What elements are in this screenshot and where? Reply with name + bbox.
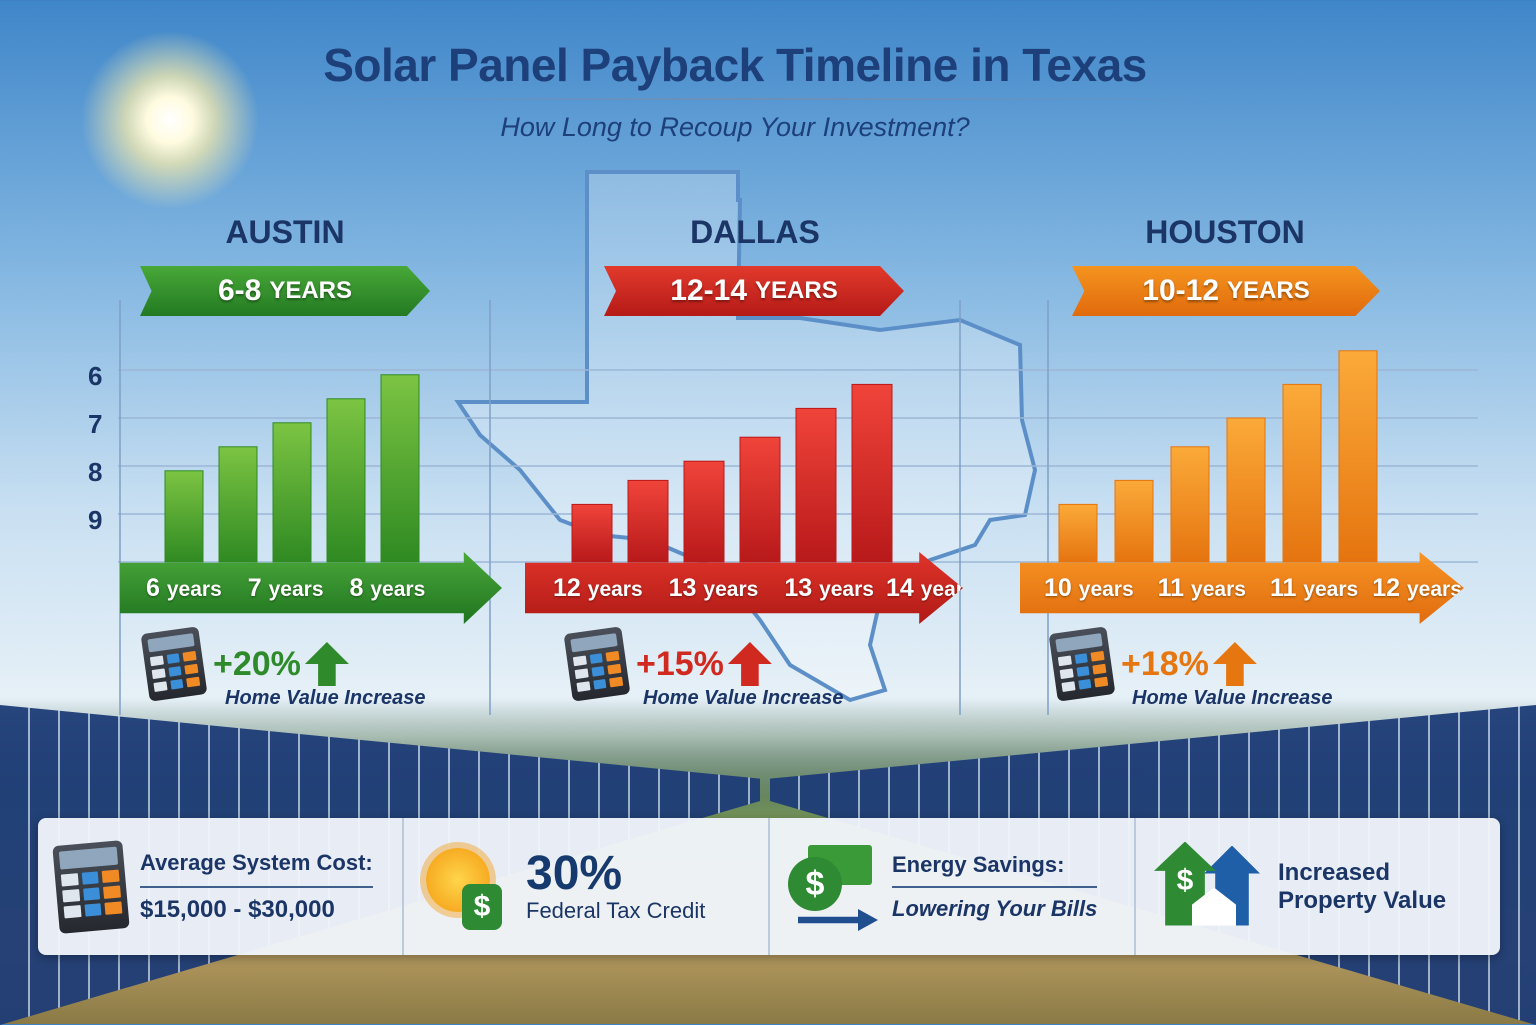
- calculator-icon: [1048, 626, 1116, 702]
- bar-dallas-4: [739, 436, 781, 563]
- x-axis-arrow-dallas: 12 years 13 years 13 years 14 years: [525, 552, 963, 624]
- up-arrow-icon: [1212, 642, 1257, 686]
- y-tick: 7: [88, 409, 103, 439]
- payback-ribbon-dallas: 12-14 YEARS: [604, 266, 904, 316]
- info-system-cost: Average System Cost: $15,000 - $30,000: [38, 818, 404, 955]
- x-label: 6 years: [146, 573, 222, 602]
- x-label: 10 years: [1044, 573, 1134, 602]
- info-tax-credit: $ 30% Federal Tax Credit: [404, 818, 770, 955]
- home-value-percent: +15%: [636, 644, 724, 683]
- x-label: 7 years: [247, 573, 324, 602]
- bar-dallas-3: [683, 460, 725, 563]
- up-arrow-icon: [304, 642, 349, 686]
- bar-austin-3: [272, 422, 312, 563]
- calculator-icon: [563, 626, 631, 702]
- range-unit: YEARS: [755, 277, 838, 304]
- x-label: 12 years: [1372, 573, 1462, 602]
- bar-austin-1: [164, 470, 204, 563]
- bar-austin-5: [380, 374, 420, 563]
- home-value-houston: +18%: [1048, 626, 1257, 702]
- property-line-1: Increased: [1278, 858, 1391, 886]
- home-value-austin: +20%: [140, 626, 349, 702]
- bar-houston-5: [1282, 383, 1322, 563]
- bar-dallas-6: [851, 383, 893, 563]
- system-cost-value: $15,000 - $30,000: [140, 895, 335, 923]
- calculator-icon: [52, 839, 130, 934]
- home-value-label: Home Value Increase: [225, 687, 426, 709]
- x-label: 8 years: [349, 573, 426, 602]
- sun-decoration: [80, 30, 260, 210]
- bar-houston-1: [1058, 503, 1098, 563]
- money-arrow-icon: $: [788, 839, 878, 934]
- title-divider: [290, 98, 1230, 100]
- info-property-value: $ Increased Property Value: [1136, 818, 1500, 955]
- city-title-austin: AUSTIN: [225, 214, 345, 250]
- city-title-dallas: DALLAS: [690, 214, 820, 250]
- x-label: 11 years: [1269, 573, 1359, 602]
- range-unit: YEARS: [1227, 277, 1310, 304]
- up-arrow-icon: [727, 642, 772, 686]
- bar-houston-3: [1170, 446, 1210, 563]
- bar-dallas-2: [627, 479, 669, 563]
- bar-houston-2: [1114, 479, 1154, 563]
- page-subtitle: How Long to Recoup Your Investment?: [500, 112, 970, 142]
- energy-savings-label: Energy Savings:: [892, 852, 1098, 888]
- x-label: 12 years: [553, 573, 643, 602]
- range-value: 10-12: [1142, 274, 1220, 307]
- range-value: 6-8: [217, 274, 262, 307]
- y-tick: 8: [88, 457, 103, 487]
- bar-dallas-1: [571, 503, 613, 563]
- calculator-icon: [140, 626, 208, 702]
- info-bar: Average System Cost: $15,000 - $30,000 $…: [38, 818, 1500, 955]
- range-unit: YEARS: [269, 277, 353, 304]
- system-cost-label: Average System Cost:: [140, 850, 373, 888]
- range-value: 12-14: [670, 274, 748, 307]
- tax-credit-label: Federal Tax Credit: [526, 897, 706, 923]
- payback-ribbon-austin: 6-8 YEARS: [140, 266, 430, 316]
- home-value-dallas: +15%: [563, 626, 772, 702]
- y-axis-ticks-austin: 6 7 8 9: [88, 352, 102, 544]
- x-label: 13 years: [784, 573, 874, 602]
- page-title: Solar Panel Payback Timeline in Texas: [323, 39, 1147, 91]
- energy-savings-sub: Lowering Your Bills: [892, 895, 1098, 921]
- texas-outline: [454, 170, 1038, 703]
- x-label: 13 years: [668, 573, 759, 602]
- x-axis-arrow-houston: 10 years 11 years 11 years 12 years: [1020, 552, 1464, 624]
- home-value-percent: +18%: [1121, 644, 1209, 683]
- bar-austin-2: [218, 446, 258, 563]
- x-label: 14 years: [885, 573, 976, 602]
- y-tick: 9: [88, 505, 103, 535]
- payback-ribbon-houston: 10-12 YEARS: [1072, 266, 1380, 316]
- city-title-houston: HOUSTON: [1145, 214, 1305, 250]
- property-line-2: Property Value: [1278, 886, 1447, 914]
- x-label: 11 years: [1157, 573, 1246, 602]
- home-value-label: Home Value Increase: [643, 687, 844, 709]
- x-axis-arrow-austin: 6 years 7 years 8 years: [120, 552, 502, 624]
- home-value-label: Home Value Increase: [1132, 687, 1333, 709]
- info-energy-savings: $ Energy Savings: Lowering Your Bills: [770, 818, 1136, 955]
- sun-dollar-icon: $: [422, 842, 512, 932]
- bar-austin-4: [326, 398, 366, 563]
- y-tick: 6: [88, 361, 103, 391]
- bar-houston-6: [1338, 350, 1378, 563]
- home-value-percent: +20%: [213, 644, 301, 683]
- bar-houston-4: [1226, 417, 1266, 563]
- tax-credit-percent: 30%: [526, 846, 623, 900]
- bar-dallas-5: [795, 407, 837, 563]
- house-dollar-icon: $: [1154, 841, 1264, 932]
